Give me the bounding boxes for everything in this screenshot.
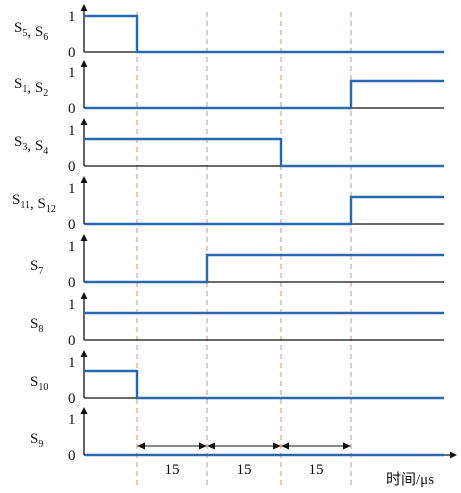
tick-label-low: 0 — [68, 217, 76, 233]
signal-label-main: S — [30, 258, 38, 274]
signal-row-s9: S9 1 0 — [30, 407, 457, 464]
signal-label-main: S — [30, 431, 38, 447]
signal-label-subscript: 11 — [20, 200, 30, 211]
signal-label-subscript: 7 — [38, 266, 43, 277]
signal-label-main: S — [37, 196, 45, 212]
tick-label-high: 1 — [68, 239, 76, 255]
signal-label-s3-s4: S3, S4 — [14, 134, 48, 157]
signal-label-subscript: 9 — [38, 439, 43, 450]
tick-label-high: 1 — [68, 355, 76, 371]
interval-2: 15 — [207, 442, 281, 478]
tick-label-high: 1 — [68, 412, 76, 428]
arrow-right-icon — [273, 442, 281, 450]
signal-row-s7: S7 1 0 — [30, 234, 444, 291]
signal-label-main: S — [14, 134, 22, 150]
waveform-s3-s4 — [85, 137, 444, 168]
y-axis-arrow-icon — [80, 292, 88, 299]
signal-label-subscript: 4 — [43, 146, 48, 157]
arrow-left-icon — [281, 442, 289, 450]
signal-label-main: S — [30, 374, 38, 390]
signal-label-main: S — [12, 192, 20, 208]
interval-dimensions: 15 15 15 — [137, 442, 351, 478]
signal-label-s7: S7 — [30, 258, 43, 277]
signal-label-s1-s2: S1, S2 — [14, 76, 48, 99]
signal-label-main: S — [35, 24, 43, 40]
time-axis-label: 时间/μs — [386, 471, 434, 488]
tick-label-high: 1 — [68, 65, 76, 81]
tick-label-high: 1 — [68, 123, 76, 139]
signal-label-subscript: 10 — [38, 382, 48, 393]
signal-label-s11-s12: S11, S12 — [12, 192, 56, 215]
tick-label-low: 0 — [68, 448, 76, 464]
y-axis-arrow-icon — [80, 118, 88, 125]
signal-label-main: S — [14, 20, 22, 36]
tick-label-low: 0 — [68, 275, 76, 291]
y-axis-arrow-icon — [80, 4, 88, 11]
signal-label-subscript: 2 — [43, 88, 48, 99]
tick-label-high: 1 — [68, 181, 76, 197]
signal-label-main: S — [30, 316, 38, 332]
waveform-s7 — [85, 253, 444, 284]
signal-label-subscript: 6 — [43, 32, 48, 43]
tick-label-low: 0 — [68, 45, 76, 61]
signal-label-subscript: 12 — [46, 204, 56, 215]
interval-label: 15 — [237, 462, 252, 478]
signal-label-main: S — [35, 138, 43, 154]
tick-label-low: 0 — [68, 333, 76, 349]
waveform-s11-s12 — [85, 195, 444, 226]
signal-row-s8: S8 1 0 — [30, 292, 444, 349]
signal-label-s9: S9 — [30, 431, 43, 450]
tick-label-low: 0 — [68, 159, 76, 175]
tick-label-high: 1 — [68, 9, 76, 25]
signal-label-subscript: 3 — [22, 142, 27, 153]
signal-label-s10: S10 — [30, 374, 48, 393]
signal-label-separator: , — [30, 196, 38, 212]
tick-label-low: 0 — [68, 101, 76, 117]
signal-label-subscript: 5 — [22, 28, 27, 39]
tick-label-high: 1 — [68, 297, 76, 313]
y-axis-arrow-icon — [80, 60, 88, 67]
signal-label-s8: S8 — [30, 316, 43, 335]
tick-label-low: 0 — [68, 391, 76, 407]
y-axis-arrow-icon — [80, 407, 88, 414]
arrow-left-icon — [207, 442, 215, 450]
signal-label-s5-s6: S5, S6 — [14, 20, 48, 43]
waveform-s1-s2 — [85, 79, 444, 110]
signal-label-separator: , — [27, 80, 35, 96]
arrow-right-icon — [343, 442, 351, 450]
x-axis-arrow-icon — [450, 451, 457, 459]
signal-label-separator: , — [27, 24, 35, 40]
arrow-right-icon — [199, 442, 207, 450]
arrow-left-icon — [137, 442, 145, 450]
time-guides — [136, 12, 352, 488]
y-axis-arrow-icon — [80, 350, 88, 357]
signal-label-separator: , — [27, 138, 35, 154]
waveform-s5-s6 — [85, 14, 444, 54]
y-axis-arrow-icon — [80, 176, 88, 183]
signal-label-main: S — [14, 76, 22, 92]
interval-3: 15 — [281, 442, 351, 478]
signal-label-subscript: 1 — [22, 84, 27, 95]
interval-1: 15 — [137, 442, 207, 478]
signal-label-subscript: 8 — [38, 324, 43, 335]
interval-label: 15 — [309, 462, 324, 478]
interval-label: 15 — [165, 462, 180, 478]
y-axis-arrow-icon — [80, 234, 88, 241]
waveform-s10 — [85, 369, 444, 400]
signal-label-main: S — [35, 80, 43, 96]
